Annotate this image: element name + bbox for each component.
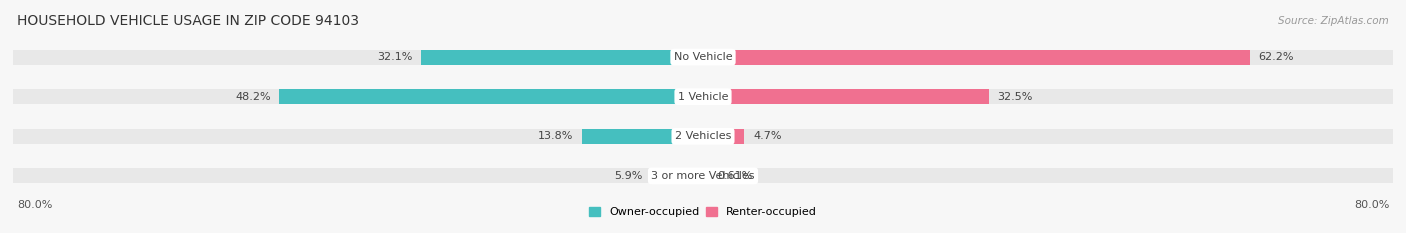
Bar xyxy=(13,168,1393,183)
Text: 48.2%: 48.2% xyxy=(235,92,270,102)
Text: No Vehicle: No Vehicle xyxy=(673,52,733,62)
Bar xyxy=(13,129,1393,144)
Bar xyxy=(703,129,744,144)
Bar xyxy=(13,50,1393,65)
Text: 32.5%: 32.5% xyxy=(997,92,1033,102)
Text: 80.0%: 80.0% xyxy=(1354,200,1389,210)
Bar xyxy=(280,89,703,104)
Text: 0.61%: 0.61% xyxy=(717,171,752,181)
Bar xyxy=(420,50,703,65)
Text: 1 Vehicle: 1 Vehicle xyxy=(678,92,728,102)
Text: 80.0%: 80.0% xyxy=(17,200,52,210)
Text: 4.7%: 4.7% xyxy=(754,131,782,141)
Text: 32.1%: 32.1% xyxy=(377,52,412,62)
Text: 13.8%: 13.8% xyxy=(537,131,574,141)
Bar xyxy=(703,50,1250,65)
Text: 5.9%: 5.9% xyxy=(614,171,643,181)
Text: 3 or more Vehicles: 3 or more Vehicles xyxy=(651,171,755,181)
Text: 2 Vehicles: 2 Vehicles xyxy=(675,131,731,141)
Bar xyxy=(703,168,709,183)
Legend: Owner-occupied, Renter-occupied: Owner-occupied, Renter-occupied xyxy=(589,207,817,217)
Bar xyxy=(13,89,1393,104)
Text: 62.2%: 62.2% xyxy=(1258,52,1294,62)
Bar xyxy=(582,129,703,144)
Text: Source: ZipAtlas.com: Source: ZipAtlas.com xyxy=(1278,16,1389,25)
Text: HOUSEHOLD VEHICLE USAGE IN ZIP CODE 94103: HOUSEHOLD VEHICLE USAGE IN ZIP CODE 9410… xyxy=(17,14,359,27)
Bar xyxy=(703,89,988,104)
Bar xyxy=(651,168,703,183)
